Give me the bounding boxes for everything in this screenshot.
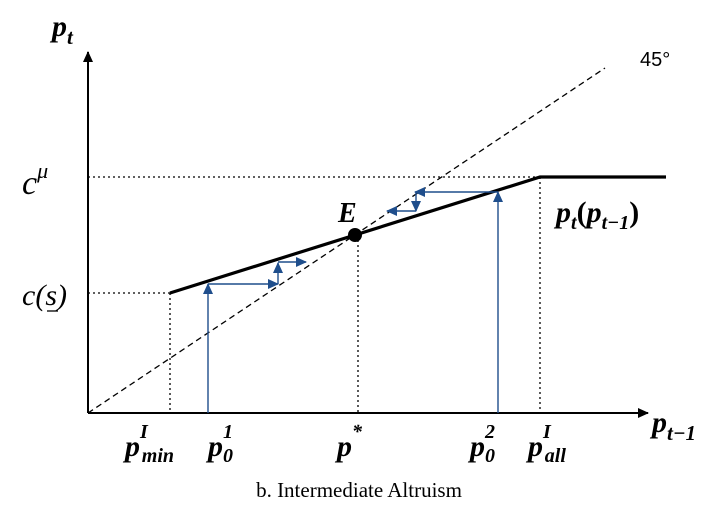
figure-caption: b. Intermediate Altruism xyxy=(256,478,462,502)
p-min-label: pI min xyxy=(122,421,174,467)
equilibrium-label: E xyxy=(337,198,357,229)
intermediate-altruism-diagram: pt pt−1 45° cμ c(s) pI min p1 0 p* p2 0 pI a… xyxy=(22,10,696,467)
diagonal-45-label: 45° xyxy=(640,49,670,71)
p0-1-label: p1 0 xyxy=(205,421,233,467)
svg-text:c(s): c(s) xyxy=(22,279,67,312)
left-cobweb-path xyxy=(203,257,307,413)
policy-function-label: pt(pt−1) xyxy=(553,196,639,234)
equilibrium-point xyxy=(348,228,362,242)
y-axis-label: pt xyxy=(49,10,74,49)
p-star-label: p* xyxy=(334,421,363,463)
p-all-label: pI all xyxy=(525,421,566,467)
c-s-label: c(s) xyxy=(22,279,67,312)
policy-function-line xyxy=(169,175,666,295)
p0-2-label: p2 0 xyxy=(467,421,495,467)
right-cobweb-path xyxy=(386,187,503,413)
x-axis-label: pt−1 xyxy=(649,406,696,445)
diagonal-45-line xyxy=(87,67,606,414)
c-mu-label: cμ xyxy=(22,158,48,202)
